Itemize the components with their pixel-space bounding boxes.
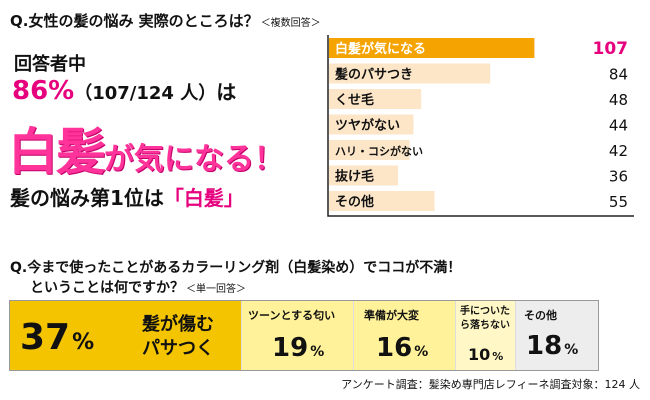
strip-segment-other: その他 18% [516,301,598,370]
rank-prefix: 髪の悩み第1位は [10,186,164,210]
strip-label: ツーンとする匂い [248,309,336,322]
bar-value-label: 48 [609,91,628,109]
bar [329,89,422,109]
bar [329,114,414,135]
strip-label: その他 [524,309,557,322]
bar [329,63,491,84]
strip-segment-preparation: 準備が大変 16% [354,301,456,370]
strip-value: 37% [20,317,95,358]
strip-value: 16% [376,333,429,363]
question-1-note: ＜複数回答＞ [260,18,321,29]
bar-value-label: 107 [593,39,629,59]
bar [329,191,435,211]
question-1-text: Q.女性の髪の悩み 実際のところは？ [10,12,259,30]
bar-category-label: その他 [335,194,374,210]
headline-rest: が気になる！ [104,142,284,177]
bar [329,140,410,160]
strip-value: 10% [468,345,504,364]
bar [329,38,535,58]
headline-big: 白髪 [8,123,106,181]
bar-value-label: 84 [609,66,628,84]
strip-value: 19% [272,333,325,363]
strip-segment-damage: 37% 髪が傷む パサつく [10,301,242,370]
hair-worries-bar-chart: 白髪が気になる 107 髪のパサつき 84 くせ毛 48 ツヤがない 44 ハリ・コシがない 42… [327,35,634,217]
bar-category-label: ハリ・コシがない [335,144,423,158]
headline: 白髪が気になる！ [8,112,284,184]
bar-value-label: 36 [609,168,628,186]
bar-value-label: 44 [609,117,628,135]
particle-ha: は [216,80,237,104]
percent-line: 86%（107/124 人）は [12,76,236,106]
question-2-line2: ということは何ですか？ [30,280,184,296]
percent-value: 86% [12,76,75,106]
respondents-label: 回答者中 [14,54,86,75]
bar-category-label: 抜け毛 [335,169,374,185]
question-2-title: Q.今まで使ったことがあるカラーリング剤（白髪染め）でココが不満！ ということは… [10,258,461,300]
bar-category-label: 髪のパサつき [334,67,413,83]
survey-footer: アンケート調査：髪染め専門店レフィーネ調査対象：124 人 [341,378,640,391]
question-2-note: ＜単一回答＞ [186,284,246,295]
strip-label: 手についたら落ちない [460,306,510,331]
count-paren: （107/124 人） [74,83,217,104]
rank-line: 髪の悩み第1位は「白髪」 [10,182,244,211]
bar [329,165,399,186]
strip-label: 髪が傷む パサつく [142,314,214,359]
bar-value-label: 55 [609,193,628,211]
chart-axis [327,35,634,217]
bar-category-label: 白髪が気になる [335,41,426,57]
bar-value-label: 42 [609,142,628,160]
rank-highlight: 「白髪」 [163,186,244,210]
bar-category-label: ツヤがない [335,118,400,134]
question-1-title: Q.女性の髪の悩み 実際のところは？ ＜複数回答＞ [10,10,321,31]
dissatisfaction-strip: 37% 髪が傷む パサつく ツーンとする匂い 19% 準備が大変 16% 手につ… [9,300,599,371]
strip-segment-stains: 手についたら落ちない 10% [456,301,516,370]
strip-segment-smell: ツーンとする匂い 19% [242,301,354,370]
strip-value: 18% [526,331,579,361]
question-2-line1: Q.今まで使ったことがあるカラーリング剤（白髪染め）でココが不満！ [10,260,462,276]
strip-label: 準備が大変 [364,309,419,322]
bar-category-label: くせ毛 [335,92,374,108]
